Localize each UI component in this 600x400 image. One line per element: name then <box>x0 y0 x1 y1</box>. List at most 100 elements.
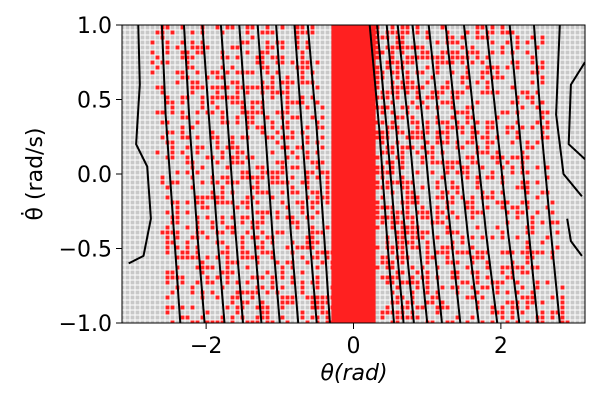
highlight-cell <box>490 195 495 200</box>
highlight-cell <box>425 260 430 265</box>
highlight-cell <box>330 265 335 270</box>
highlight-cell <box>415 150 420 155</box>
contour-line <box>555 25 583 198</box>
highlight-cell <box>475 25 480 30</box>
highlight-cell <box>220 120 225 125</box>
highlight-cell <box>475 280 480 285</box>
highlight-cell <box>450 50 455 55</box>
highlight-cell <box>540 110 545 115</box>
highlight-cell <box>220 270 225 275</box>
highlight-cell <box>405 200 410 205</box>
highlight-cell <box>430 95 435 100</box>
highlight-cell <box>385 65 390 70</box>
highlight-cell <box>545 175 550 180</box>
highlight-cell <box>245 30 250 35</box>
highlight-cell <box>255 180 260 185</box>
highlight-cell <box>285 320 290 323</box>
highlight-cell <box>290 300 295 305</box>
highlight-cell <box>180 75 185 80</box>
highlight-cell <box>325 315 330 320</box>
highlight-cell <box>370 190 375 195</box>
highlight-cell <box>455 55 460 60</box>
highlight-cell <box>495 285 500 290</box>
highlight-cell <box>250 110 255 115</box>
highlight-cell <box>540 60 545 65</box>
highlight-cell <box>540 310 545 315</box>
highlight-cell <box>525 40 530 45</box>
highlight-cell <box>275 230 280 235</box>
highlight-cell <box>495 160 500 165</box>
highlight-cell <box>545 165 550 170</box>
highlight-cell <box>440 220 445 225</box>
highlight-cell <box>385 185 390 190</box>
highlight-cell <box>220 155 225 160</box>
highlight-cell <box>310 95 315 100</box>
highlight-cell <box>205 45 210 50</box>
highlight-cell <box>475 120 480 125</box>
highlight-cell <box>275 170 280 175</box>
highlight-cell <box>315 295 320 300</box>
highlight-cell <box>410 190 415 195</box>
highlight-cell <box>480 150 485 155</box>
highlight-cell <box>320 115 325 120</box>
highlight-cell <box>445 140 450 145</box>
highlight-cell <box>205 195 210 200</box>
highlight-cell <box>225 25 230 30</box>
highlight-cell <box>390 125 395 130</box>
highlight-cell <box>195 215 200 220</box>
highlight-cell <box>290 190 295 195</box>
highlight-cell <box>405 180 410 185</box>
highlight-cell <box>195 250 200 255</box>
highlight-cell <box>415 90 420 95</box>
highlight-cell <box>255 315 260 320</box>
highlight-cell <box>425 275 430 280</box>
highlight-cell <box>385 170 390 175</box>
highlight-cell <box>440 90 445 95</box>
highlight-cell <box>160 175 165 180</box>
highlight-cell <box>425 290 430 295</box>
highlight-cell <box>185 155 190 160</box>
highlight-cell <box>470 60 475 65</box>
highlight-cell <box>540 40 545 45</box>
highlight-cell <box>460 130 465 135</box>
highlight-cell <box>455 230 460 235</box>
highlight-cell <box>470 140 475 145</box>
highlight-cell <box>300 55 305 60</box>
highlight-cell <box>315 300 320 305</box>
highlight-cell <box>220 215 225 220</box>
highlight-cell <box>210 85 215 90</box>
highlight-cell <box>290 150 295 155</box>
highlight-cell <box>440 130 445 135</box>
highlight-cell <box>445 170 450 175</box>
highlight-cell <box>260 105 265 110</box>
highlight-cell <box>240 170 245 175</box>
highlight-cell <box>240 245 245 250</box>
highlight-cell <box>305 155 310 160</box>
highlight-cell <box>475 175 480 180</box>
highlight-cell <box>505 125 510 130</box>
highlight-cell <box>410 80 415 85</box>
highlight-cell <box>395 270 400 275</box>
highlight-cell <box>555 230 560 235</box>
highlight-cell <box>500 250 505 255</box>
highlight-cell <box>315 265 320 270</box>
highlight-cell <box>440 100 445 105</box>
highlight-cell <box>375 70 380 75</box>
highlight-cell <box>390 215 395 220</box>
highlight-cell <box>395 115 400 120</box>
highlight-cell <box>230 25 235 30</box>
highlight-cell <box>485 265 490 270</box>
highlight-cell <box>465 85 470 90</box>
highlight-cell <box>515 185 520 190</box>
highlight-cell <box>200 180 205 185</box>
highlight-cell <box>525 200 530 205</box>
highlight-cell <box>455 40 460 45</box>
highlight-cell <box>470 235 475 240</box>
highlight-cell <box>260 250 265 255</box>
highlight-cell <box>290 295 295 300</box>
highlight-cell <box>470 315 475 320</box>
highlight-cell <box>325 195 330 200</box>
highlight-cell <box>505 250 510 255</box>
highlight-cell <box>255 100 260 105</box>
highlight-cell <box>315 195 320 200</box>
